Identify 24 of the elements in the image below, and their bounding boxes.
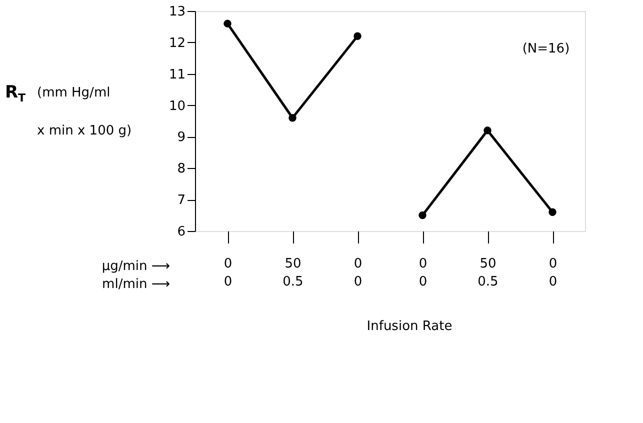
text: µg/min ⟶ (102, 259, 170, 274)
point (418, 211, 426, 220)
point (224, 20, 232, 28)
y-tick-label: 10 (168, 98, 186, 114)
point (354, 32, 362, 40)
x-tick-label: 0 0 (418, 256, 428, 290)
y-tick-label: 13 (168, 4, 186, 20)
x-tick-label: 50 0.5 (478, 256, 498, 290)
point (548, 208, 556, 216)
y-tick-label: 12 (168, 36, 186, 51)
y-tick-label: 7 (177, 193, 186, 208)
x-tick-label: 0 0 (354, 256, 362, 290)
x-tick-label: 0 0 (548, 256, 558, 290)
annotation: (N=16) (522, 41, 570, 56)
y-tick-label: 6 (177, 224, 186, 240)
y-tick-label: 8 (177, 162, 186, 177)
x-tick-label: 50 0.5 (282, 256, 304, 290)
text: ml/min ⟶ (102, 277, 170, 292)
y-tick-label: 9 (177, 130, 186, 146)
x-tick-label: 0 0 (224, 256, 232, 290)
x-axis-title: Infusion Rate (366, 319, 452, 334)
point (288, 114, 296, 122)
y-tick-label: 11 (168, 67, 186, 82)
point (484, 126, 492, 134)
